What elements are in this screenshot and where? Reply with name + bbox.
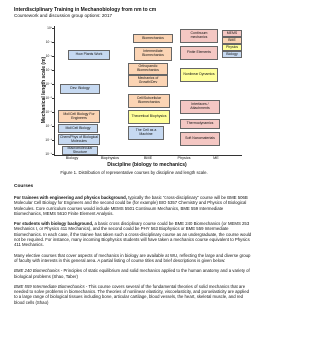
y-tick [52, 126, 54, 127]
course-box: Thermodynamics [180, 119, 220, 129]
legend-entry: Physics [222, 44, 242, 51]
legend-entry: BME [222, 37, 242, 44]
course-box: Finite Elements [180, 46, 218, 60]
paragraphs: For trainees with engineering and physic… [14, 195, 252, 310]
paragraph-text: - Principles of static equilibrium and s… [14, 268, 250, 279]
paragraph: Many elective courses that cover aspects… [14, 253, 252, 264]
y-tick-label: 10⁰ [47, 26, 52, 30]
y-tick [52, 84, 54, 85]
y-tick [52, 42, 54, 43]
y-tick-label: 10⁻⁴ [45, 82, 52, 86]
y-tick [52, 98, 54, 99]
course-box: Continuum mechanics [180, 29, 218, 43]
caption: Figure 1. Distribution of representative… [60, 170, 208, 175]
y-tick-label: 10⁻⁷ [45, 124, 52, 128]
x-category-label: Biology [65, 156, 79, 160]
course-box: Theoretical Biophysics [128, 110, 170, 124]
y-tick-label: 10⁻² [45, 54, 52, 58]
paragraph: BME 559 Intermediate Biomechanics - This… [14, 284, 252, 305]
y-tick-label: 10⁻³ [45, 68, 52, 72]
paragraph: For trainees with engineering and physic… [14, 195, 252, 216]
legend-entry: Biology [222, 51, 242, 58]
course-title: BME 240 Biomechanics [14, 268, 60, 274]
course-box: Chem/Phys of Biological Molecules [58, 134, 100, 145]
subtitle: Coursework and discussion group options:… [14, 13, 113, 18]
course-box: Intermediate Biomechanics [134, 47, 172, 61]
paragraph-text: - This course covers several of the fund… [14, 283, 250, 305]
section-heading: Courses [14, 184, 34, 189]
paragraph-lead: For trainees with engineering and physic… [14, 195, 127, 200]
course-box: Mechanics of Growth/Dev [128, 75, 168, 87]
y-tick [52, 154, 54, 155]
course-box: Nonlinear Dynamics [180, 68, 218, 82]
course-box: How Plants Work [68, 50, 110, 60]
y-tick [52, 70, 54, 71]
paragraph-lead: For students with biology background, [14, 221, 94, 227]
paragraph: For students with biology background, a … [14, 221, 252, 247]
course-title: BME 559 Intermediate Biomechanics [14, 283, 85, 289]
y-tick [52, 112, 54, 113]
course-box: Orthopaedic Biomechanics [128, 63, 168, 75]
x-axis-title: Discipline (biology to mechanics) [107, 162, 187, 168]
paragraph-text: a basic cross disciplinary course could … [14, 221, 252, 248]
course-box: Soft Nanomaterials [180, 132, 220, 146]
page: Interdisciplinary Training in Mechanobio… [0, 0, 264, 310]
course-box: Biomechanics [133, 34, 173, 43]
x-category-label: ME [213, 156, 219, 160]
y-tick-label: 10⁻⁶ [45, 110, 52, 114]
course-box: Dev. Biology [60, 84, 100, 94]
y-tick [52, 28, 54, 29]
figure: Mechanical length scale (m) Discipline (… [0, 0, 264, 180]
x-category-label: Physics [177, 156, 191, 160]
x-category-label: BME [143, 156, 153, 160]
y-tick [52, 140, 54, 141]
course-box: Interfaces / Attachments [180, 100, 220, 114]
course-box: Mol/Cell Biology [58, 124, 98, 133]
y-axis [54, 26, 55, 155]
course-box: Cell/Subcellular Biomechanics [128, 94, 170, 108]
legend-entry: MEMS [222, 30, 242, 37]
y-tick-label: 10⁻⁹ [45, 152, 52, 156]
y-tick-label: 10⁻¹ [45, 40, 52, 44]
x-axis [54, 155, 242, 156]
x-category-label: Biophysics [100, 156, 120, 160]
title: Interdisciplinary Training in Mechanobio… [14, 7, 157, 13]
paragraph: BME 240 Biomechanics - Principles of sta… [14, 268, 252, 279]
y-tick-label: 10⁻⁵ [45, 96, 52, 100]
y-tick [52, 56, 54, 57]
paragraph-text: Many elective courses that cover aspects… [14, 252, 251, 263]
course-box: The Cell as a Machine [128, 126, 164, 140]
paragraph-text: typically the basic “cross-disciplinary”… [14, 195, 248, 216]
y-axis-title: Mechanical length scale (m) [41, 56, 47, 124]
course-box: Mol/Cell Biology For Engineers [58, 110, 100, 123]
y-tick-label: 10⁻⁸ [45, 138, 52, 142]
course-box: Macromolecular Structure [62, 146, 98, 155]
